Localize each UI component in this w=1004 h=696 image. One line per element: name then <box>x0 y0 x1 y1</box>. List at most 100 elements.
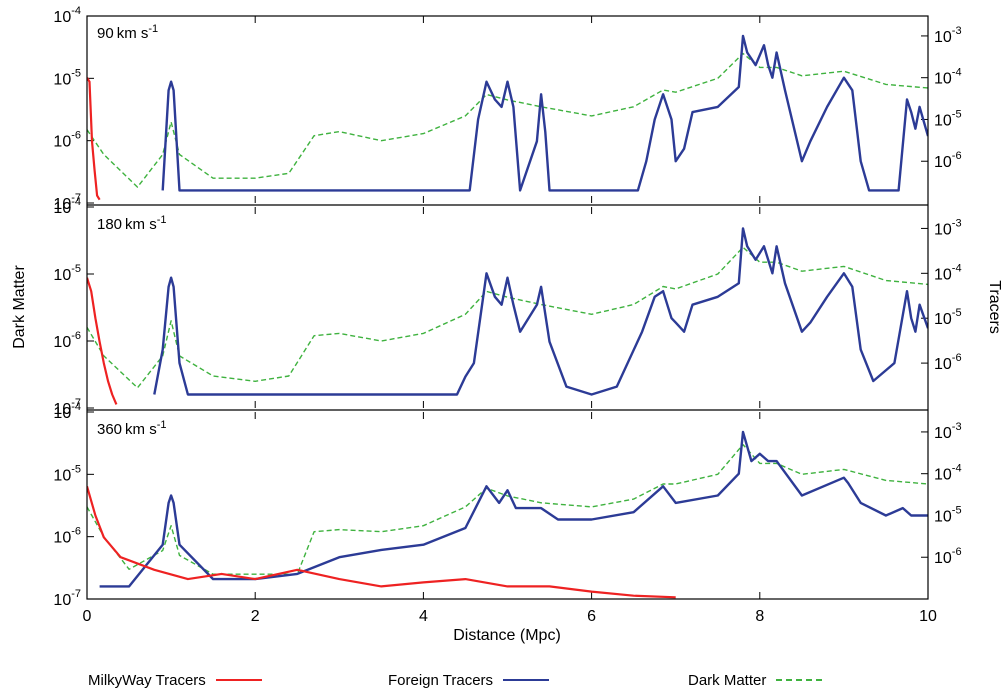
left-tick-label: 10-6 <box>53 526 81 547</box>
left-tick-label: 10-4 <box>53 196 81 217</box>
panel-velocity-unit: km s <box>117 25 149 42</box>
series-line-dark-matter <box>87 246 928 389</box>
panel-velocity-unit: km s <box>125 216 157 233</box>
left-tick-base: 10 <box>53 196 71 213</box>
right-tick-label: 10-4 <box>934 463 962 484</box>
right-tick-base: 10 <box>934 154 952 171</box>
left-tick-base: 10 <box>53 467 71 484</box>
x-axis: 0 2 4 6 8 10 <box>83 608 937 625</box>
series-line-milkyway-tracers <box>87 77 101 201</box>
left-tick-base: 10 <box>53 592 71 609</box>
right-tick-base: 10 <box>934 425 952 442</box>
series-line-dark-matter <box>87 443 928 575</box>
right-tick-exp: -4 <box>952 67 962 79</box>
right-tick-base: 10 <box>934 29 952 46</box>
legend-swatch-darkmatter <box>776 679 823 681</box>
left-tick-label: 10-5 <box>53 263 81 284</box>
right-tick-base: 10 <box>934 112 952 129</box>
legend: MilkyWay Tracers Foreign Tracers Dark Ma… <box>0 668 1004 692</box>
left-tick-label: 10-5 <box>53 67 81 88</box>
panel-velocity-label: 360 km s-1 <box>97 419 166 438</box>
right-tick-exp: -3 <box>952 421 962 433</box>
series-line-foreign-tracers <box>99 430 928 588</box>
legend-item-milkyway: MilkyWay Tracers <box>88 668 262 692</box>
right-tick-label: 10-5 <box>934 504 962 525</box>
left-tick-base: 10 <box>53 134 71 151</box>
panel-series <box>87 430 928 599</box>
left-tick-base: 10 <box>53 334 71 351</box>
right-tick-exp: -6 <box>952 150 962 162</box>
left-tick-exp: -7 <box>71 588 81 600</box>
x-tick-label: 4 <box>419 608 428 625</box>
right-tick-label: 10-4 <box>934 67 962 88</box>
panel-velocity-value: 180 <box>97 216 122 233</box>
series-line-foreign-tracers <box>153 227 928 396</box>
left-tick-exp: -5 <box>71 67 81 79</box>
right-tick-exp: -5 <box>952 108 962 120</box>
legend-item-foreign: Foreign Tracers <box>388 668 550 692</box>
legend-swatch-foreign <box>503 679 550 681</box>
x-tick-label: 2 <box>251 608 260 625</box>
panel-velocity-value: 90 <box>97 25 114 42</box>
left-tick-exp: -7 <box>71 397 81 409</box>
left-tick-base: 10 <box>53 530 71 547</box>
left-tick-base: 10 <box>53 71 71 88</box>
left-tick-exp: -6 <box>71 526 81 538</box>
right-tick-label: 10-3 <box>934 25 962 46</box>
x-tick-label: 0 <box>83 608 92 625</box>
left-tick-base: 10 <box>53 401 71 418</box>
right-tick-exp: -4 <box>952 463 962 475</box>
left-axis-label: Dark Matter <box>11 265 28 349</box>
right-tick-exp: -6 <box>952 352 962 364</box>
left-tick-label: 10-7 <box>53 588 81 609</box>
left-tick-exp: -5 <box>71 463 81 475</box>
left-tick-label: 10-4 <box>53 5 81 26</box>
left-tick-label: 10-4 <box>53 401 81 422</box>
legend-item-darkmatter: Dark Matter <box>688 668 823 692</box>
right-tick-exp: -5 <box>952 307 962 319</box>
left-tick-label: 10-7 <box>53 192 81 213</box>
right-tick-label: 10-6 <box>934 150 962 171</box>
left-tick-base: 10 <box>53 9 71 26</box>
panel-velocity-label: 90 km s-1 <box>97 23 158 42</box>
right-tick-exp: -4 <box>952 262 962 274</box>
right-tick-base: 10 <box>934 221 952 238</box>
right-tick-label: 10-6 <box>934 352 962 373</box>
x-axis-label: Distance (Mpc) <box>453 627 561 644</box>
right-tick-exp: -5 <box>952 504 962 516</box>
left-tick-exp: -4 <box>71 196 81 208</box>
left-tick-exp: -7 <box>71 192 81 204</box>
series-line-milkyway-tracers <box>87 277 118 405</box>
plot-frame <box>86 15 929 600</box>
x-tick-label: 8 <box>755 608 764 625</box>
panel-velocity-value: 360 <box>97 421 122 438</box>
panel-series <box>87 227 928 405</box>
legend-label-milkyway: MilkyWay Tracers <box>88 671 206 689</box>
right-tick-base: 10 <box>934 356 952 373</box>
left-tick-label: 10-6 <box>53 330 81 351</box>
series-line-foreign-tracers <box>161 34 928 192</box>
right-tick-label: 10-5 <box>934 307 962 328</box>
left-tick-exp: -4 <box>71 5 81 17</box>
right-tick-label: 10-3 <box>934 217 962 238</box>
left-tick-label: 10-5 <box>53 463 81 484</box>
series-line-milkyway-tracers <box>87 485 676 599</box>
right-tick-base: 10 <box>934 311 952 328</box>
right-axis-label: Tracers <box>986 280 1003 334</box>
x-tick-label: 10 <box>919 608 937 625</box>
left-tick-base: 10 <box>53 200 71 217</box>
left-tick-base: 10 <box>53 405 71 422</box>
x-tick-label: 6 <box>587 608 596 625</box>
left-tick-base: 10 <box>53 267 71 284</box>
panel-velocity-unit: km s <box>125 421 157 438</box>
left-tick-exp: -4 <box>71 401 81 413</box>
left-tick-exp: -6 <box>71 330 81 342</box>
left-tick-exp: -6 <box>71 130 81 142</box>
left-tick-exp: -5 <box>71 263 81 275</box>
right-tick-exp: -3 <box>952 25 962 37</box>
left-tick-label: 10-7 <box>53 397 81 418</box>
right-tick-base: 10 <box>934 467 952 484</box>
panel-velocity-label: 180 km s-1 <box>97 214 166 233</box>
